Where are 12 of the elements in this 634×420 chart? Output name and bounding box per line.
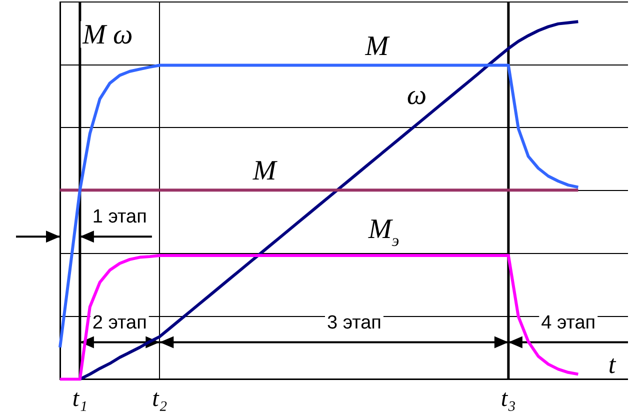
- annotation: M ω: [82, 19, 133, 50]
- x-tick-label: t₁: [72, 386, 88, 412]
- annotation: 2 этап: [92, 312, 147, 334]
- annotation: ω: [406, 80, 427, 111]
- annotation: M: [364, 30, 390, 62]
- annotation: 4 этап: [541, 312, 596, 334]
- annotation: M: [252, 155, 278, 186]
- annotation: 3 этап: [326, 312, 382, 334]
- x-axis-title: t: [608, 350, 616, 380]
- x-tick-label: t₃: [500, 386, 516, 412]
- x-tick-label: t₂: [152, 386, 168, 412]
- annotation: 1 этап: [92, 206, 147, 228]
